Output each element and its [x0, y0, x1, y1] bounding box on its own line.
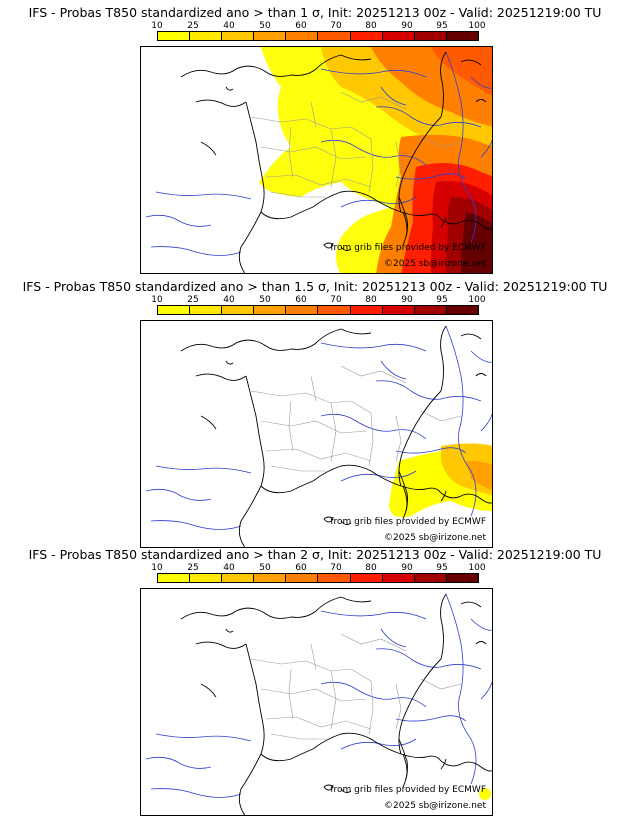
colorbar-segment	[158, 32, 191, 40]
colorbar-segment	[318, 574, 351, 582]
colorbar-ticks: 10 25 40 50 60 70 80 90 95 100	[151, 563, 485, 574]
credit-source: from grib files provided by ECMWF	[330, 785, 486, 795]
colorbar-segment	[222, 32, 255, 40]
probability-map: from grib files provided by ECMWF ©2025 …	[140, 588, 493, 816]
tick-label: 90	[401, 563, 413, 573]
tick-label: 50	[259, 295, 271, 305]
tick-label: 10	[151, 21, 163, 31]
panel-title: IFS - Probas T850 standardized ano > tha…	[28, 547, 602, 562]
panel-title: IFS - Probas T850 standardized ano > tha…	[28, 5, 602, 20]
tick-label: 95	[436, 21, 448, 31]
credit-source: from grib files provided by ECMWF	[330, 517, 486, 527]
tick-label: 60	[295, 21, 307, 31]
tick-label: 70	[330, 563, 342, 573]
tick-label: 10	[151, 295, 163, 305]
tick-label: 50	[259, 563, 271, 573]
colorbar-segment	[158, 306, 191, 314]
colorbar-segment	[286, 32, 319, 40]
colorbar-segment	[286, 306, 319, 314]
panel-title: IFS - Probas T850 standardized ano > tha…	[22, 279, 608, 294]
probability-map: from grib files provided by ECMWF ©2025 …	[140, 46, 493, 274]
panel-1sigma: IFS - Probas T850 standardized ano > tha…	[0, 6, 630, 274]
tick-label: 80	[365, 563, 377, 573]
colorbar-segment	[382, 306, 415, 314]
colorbar-segment	[382, 32, 415, 40]
colorbar-segment	[382, 574, 415, 582]
colorbar	[157, 573, 479, 583]
colorbar-segment	[414, 574, 447, 582]
colorbar-ticks: 10 25 40 50 60 70 80 90 95 100	[151, 295, 485, 306]
colorbar	[157, 305, 479, 315]
tick-label: 10	[151, 563, 163, 573]
credit-copyright: ©2025 sb@irizone.net	[384, 259, 486, 269]
colorbar-segment	[446, 32, 478, 40]
tick-label: 25	[187, 21, 199, 31]
tick-label: 50	[259, 21, 271, 31]
colorbar-segment	[254, 574, 287, 582]
tick-label: 25	[187, 295, 199, 305]
credit-source: from grib files provided by ECMWF	[330, 243, 486, 253]
colorbar-segment	[222, 574, 255, 582]
probability-map: from grib files provided by ECMWF ©2025 …	[140, 320, 493, 548]
colorbar-segment	[446, 306, 478, 314]
colorbar-segment	[254, 306, 287, 314]
colorbar-ticks: 10 25 40 50 60 70 80 90 95 100	[151, 21, 485, 32]
colorbar-segment	[350, 32, 383, 40]
colorbar-segment	[286, 574, 319, 582]
tick-label: 90	[401, 295, 413, 305]
tick-label: 90	[401, 21, 413, 31]
credit-copyright: ©2025 sb@irizone.net	[384, 801, 486, 811]
colorbar-segment	[158, 574, 191, 582]
colorbar-segment	[414, 32, 447, 40]
tick-label: 60	[295, 563, 307, 573]
tick-label: 95	[436, 563, 448, 573]
tick-label: 70	[330, 295, 342, 305]
colorbar-segment	[446, 574, 478, 582]
colorbar-segment	[350, 306, 383, 314]
tick-label: 80	[365, 295, 377, 305]
colorbar-segment	[190, 306, 223, 314]
credit-copyright: ©2025 sb@irizone.net	[384, 533, 486, 543]
tick-label: 25	[187, 563, 199, 573]
colorbar-segment	[254, 32, 287, 40]
tick-label: 40	[223, 21, 235, 31]
colorbar-segment	[318, 32, 351, 40]
tick-label: 100	[468, 295, 486, 305]
tick-label: 40	[223, 295, 235, 305]
colorbar-segment	[190, 32, 223, 40]
tick-label: 60	[295, 295, 307, 305]
panel-2sigma: IFS - Probas T850 standardized ano > tha…	[0, 548, 630, 816]
colorbar-segment	[414, 306, 447, 314]
tick-label: 40	[223, 563, 235, 573]
colorbar-segment	[190, 574, 223, 582]
colorbar-segment	[350, 574, 383, 582]
tick-label: 100	[468, 21, 486, 31]
colorbar	[157, 31, 479, 41]
colorbar-segment	[222, 306, 255, 314]
tick-label: 70	[330, 21, 342, 31]
tick-label: 100	[468, 563, 486, 573]
colorbar-segment	[318, 306, 351, 314]
panel-1-5sigma: IFS - Probas T850 standardized ano > tha…	[0, 280, 630, 548]
tick-label: 95	[436, 295, 448, 305]
tick-label: 80	[365, 21, 377, 31]
